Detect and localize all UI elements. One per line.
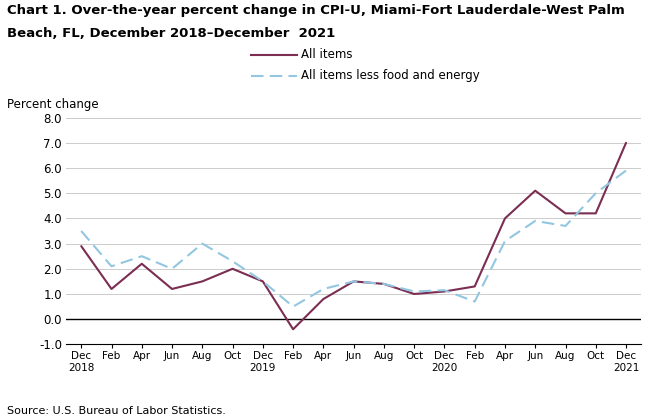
- All items: [380, 281, 388, 286]
- All items: [319, 297, 327, 302]
- All items less food and energy: [259, 279, 267, 284]
- All items: [137, 261, 145, 266]
- All items less food and energy: [501, 239, 509, 244]
- All items: [289, 327, 297, 332]
- All items less food and energy: [229, 259, 237, 264]
- Text: All items: All items: [301, 48, 352, 61]
- All items less food and energy: [440, 288, 448, 293]
- Line: All items: All items: [81, 143, 626, 329]
- All items: [410, 291, 418, 297]
- All items: [168, 286, 176, 291]
- All items less food and energy: [531, 218, 539, 223]
- Text: Chart 1. Over-the-year percent change in CPI-U, Miami-Fort Lauderdale-West Palm: Chart 1. Over-the-year percent change in…: [7, 4, 625, 17]
- All items less food and energy: [380, 281, 388, 286]
- All items: [622, 140, 630, 145]
- All items: [471, 284, 479, 289]
- All items less food and energy: [168, 266, 176, 271]
- All items: [501, 216, 509, 221]
- All items less food and energy: [289, 304, 297, 309]
- All items: [531, 188, 539, 193]
- All items: [440, 289, 448, 294]
- All items less food and energy: [562, 223, 570, 228]
- All items less food and energy: [350, 279, 358, 284]
- Text: Source: U.S. Bureau of Labor Statistics.: Source: U.S. Bureau of Labor Statistics.: [7, 406, 225, 416]
- Line: All items less food and energy: All items less food and energy: [81, 171, 626, 307]
- All items less food and energy: [622, 168, 630, 173]
- All items: [198, 279, 206, 284]
- Text: All items less food and energy: All items less food and energy: [301, 69, 479, 82]
- All items: [562, 211, 570, 216]
- All items: [592, 211, 600, 216]
- All items less food and energy: [108, 264, 116, 269]
- All items less food and energy: [471, 299, 479, 304]
- All items less food and energy: [137, 254, 145, 259]
- All items less food and energy: [77, 228, 85, 234]
- All items less food and energy: [198, 241, 206, 246]
- All items less food and energy: [410, 289, 418, 294]
- All items: [229, 266, 237, 271]
- All items: [259, 279, 267, 284]
- Text: Beach, FL, December 2018–December  2021: Beach, FL, December 2018–December 2021: [7, 27, 335, 40]
- All items: [108, 286, 116, 291]
- Text: Percent change: Percent change: [7, 98, 98, 111]
- All items less food and energy: [319, 286, 327, 291]
- All items: [350, 279, 358, 284]
- All items: [77, 244, 85, 249]
- All items less food and energy: [592, 191, 600, 196]
